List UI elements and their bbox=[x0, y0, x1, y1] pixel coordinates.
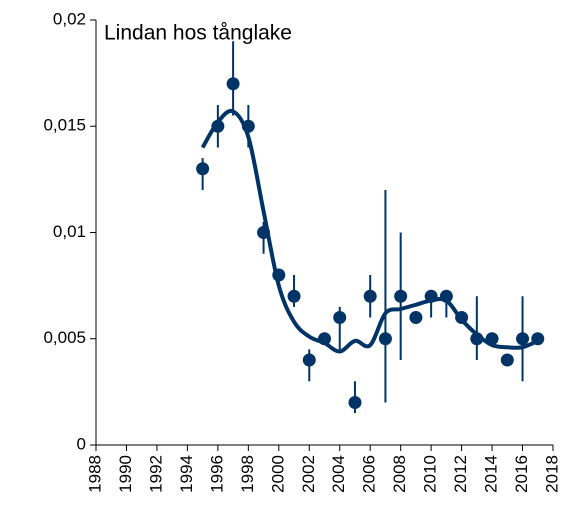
data-point bbox=[348, 396, 362, 409]
x-tick-label: 2016 bbox=[512, 455, 531, 493]
x-tick-label: 2008 bbox=[390, 455, 409, 493]
x-tick-label: 2014 bbox=[482, 455, 501, 493]
data-point bbox=[302, 353, 316, 367]
data-point bbox=[196, 162, 210, 176]
data-point bbox=[378, 332, 392, 346]
y-tick-label: 0,01 bbox=[53, 222, 86, 241]
data-point bbox=[409, 311, 423, 324]
x-tick-label: 1996 bbox=[207, 455, 226, 493]
data-point bbox=[287, 289, 301, 303]
x-tick-label: 2000 bbox=[268, 455, 287, 493]
y-tick-label: 0 bbox=[77, 434, 86, 453]
data-point bbox=[516, 332, 530, 346]
x-tick-label: 1988 bbox=[85, 455, 104, 493]
x-tick-label: 1994 bbox=[177, 455, 196, 493]
data-point bbox=[363, 289, 377, 303]
x-tick-label: 1998 bbox=[238, 455, 257, 493]
data-point bbox=[226, 77, 240, 91]
y-tick-label: 0,015 bbox=[43, 116, 86, 135]
trend-line bbox=[200, 108, 539, 354]
y-tick-label: 0,02 bbox=[53, 9, 86, 28]
data-point bbox=[394, 289, 408, 303]
x-tick-label: 2018 bbox=[542, 455, 561, 493]
x-tick-label: 2010 bbox=[421, 455, 440, 493]
x-tick-label: 2006 bbox=[360, 455, 379, 493]
x-tick-label: 2012 bbox=[451, 455, 470, 493]
x-tick-label: 2004 bbox=[329, 455, 348, 493]
x-tick-label: 1990 bbox=[116, 455, 135, 493]
chart-title: Lindan hos tånglake bbox=[104, 22, 292, 45]
data-point bbox=[333, 311, 347, 324]
x-tick-label: 1992 bbox=[146, 455, 165, 493]
x-tick-label: 2002 bbox=[299, 455, 318, 493]
y-tick-label: 0,005 bbox=[43, 328, 86, 347]
data-point bbox=[500, 353, 514, 367]
